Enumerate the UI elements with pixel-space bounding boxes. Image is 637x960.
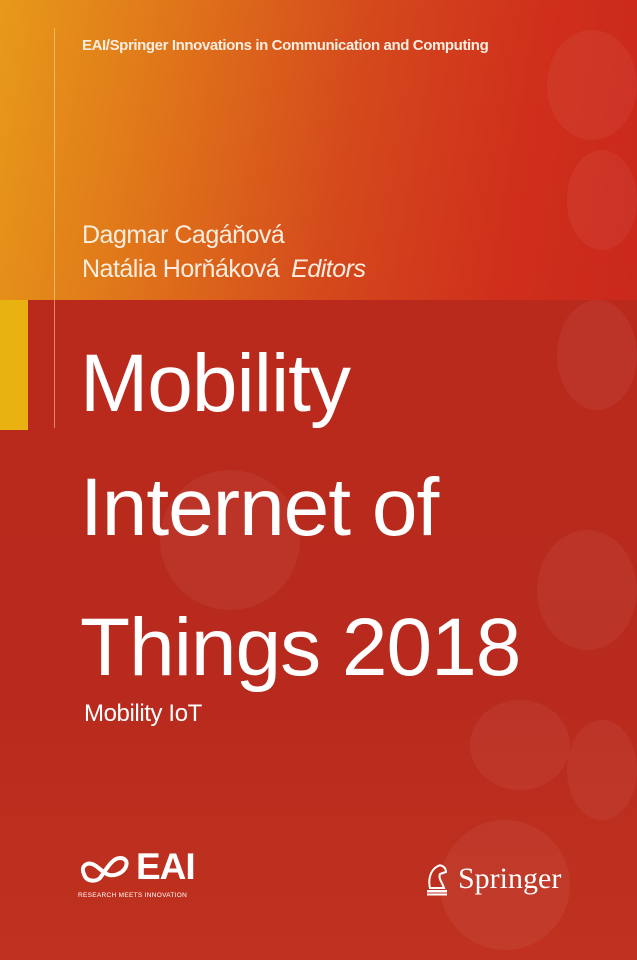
book-title: Mobility Internet of Things 2018 <box>80 322 521 710</box>
top-gradient-band <box>0 0 637 300</box>
book-subtitle: Mobility IoT <box>84 700 202 727</box>
divider-line <box>54 28 55 428</box>
editors: Dagmar Cagáňová Natália Horňáková Editors <box>82 218 366 286</box>
decorative-circle <box>470 700 570 790</box>
eai-logo: EAI RESEARCH MEETS INNOVATION <box>78 846 208 902</box>
decorative-circle <box>537 530 637 650</box>
decorative-circle <box>160 470 300 610</box>
editor-name: Dagmar Cagáňová <box>82 221 285 249</box>
publisher-name: Springer <box>458 862 562 895</box>
title-line: Mobility <box>80 338 351 429</box>
decorative-circle <box>567 720 637 820</box>
springer-horse-icon <box>427 864 448 896</box>
accent-strip <box>0 300 28 430</box>
eai-infinity-icon <box>81 855 129 883</box>
editors-label: Editors <box>291 255 366 283</box>
bottom-band <box>0 300 637 960</box>
editor-name: Natália Horňáková <box>82 255 280 283</box>
decorative-circle <box>440 820 570 950</box>
decorative-circle <box>567 150 637 250</box>
series-title: EAI/Springer Innovations in Communicatio… <box>82 37 489 54</box>
eai-tagline: RESEARCH MEETS INNOVATION <box>78 892 188 899</box>
title-line: Internet of <box>80 462 439 553</box>
decorative-circle <box>557 300 637 410</box>
eai-logo-text: EAI <box>136 846 196 887</box>
springer-logo: Springer <box>424 862 561 896</box>
decorative-circle <box>547 30 637 140</box>
title-line: Things 2018 <box>80 602 521 693</box>
